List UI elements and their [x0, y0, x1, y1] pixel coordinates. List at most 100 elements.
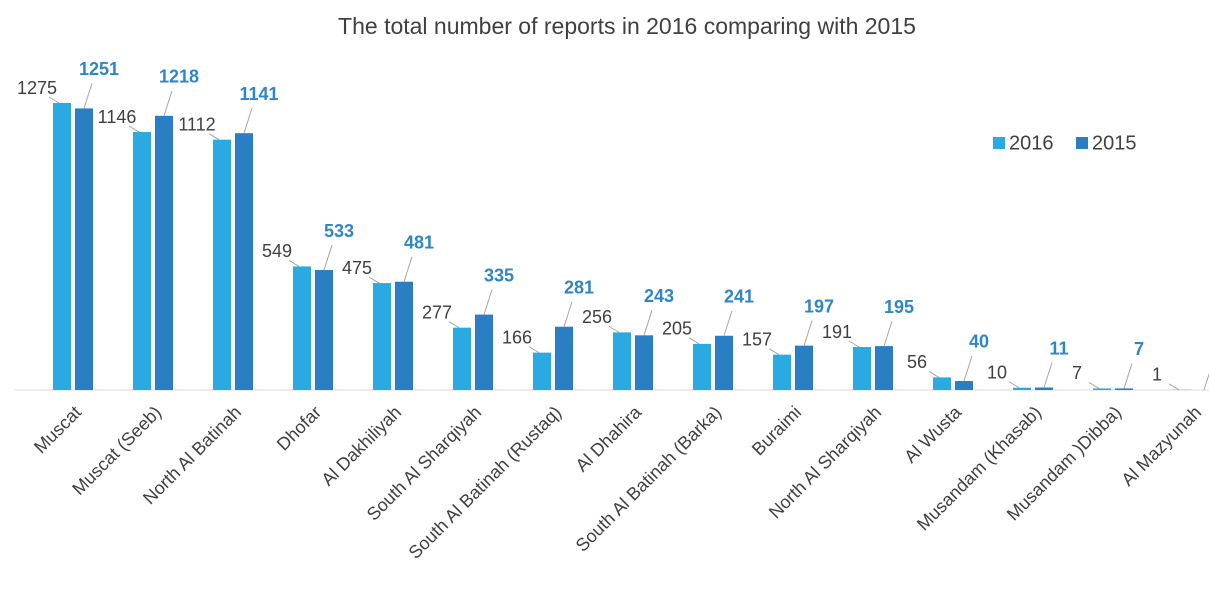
bar — [1013, 388, 1031, 390]
bar — [155, 116, 173, 390]
data-label: 335 — [484, 265, 514, 285]
data-label: 481 — [404, 232, 434, 252]
leader-line — [644, 310, 652, 335]
leader-line — [529, 347, 539, 353]
leader-line — [449, 322, 459, 328]
legend-swatch — [993, 137, 1005, 149]
data-label: 1218 — [159, 67, 199, 87]
leader-line — [484, 290, 492, 315]
leader-line — [164, 91, 172, 116]
leader-line — [1204, 365, 1209, 390]
data-label: 10 — [987, 362, 1007, 382]
data-label: 40 — [969, 332, 989, 352]
leader-line — [849, 341, 859, 347]
bar — [75, 108, 93, 390]
bar — [235, 133, 253, 390]
leader-line — [929, 371, 939, 377]
leader-line — [129, 126, 139, 132]
bar — [853, 347, 871, 390]
x-tick-label: South Al Batinah (Rustaq) — [405, 402, 566, 563]
x-tick-label: Al Dhahira — [572, 401, 646, 475]
data-label: 157 — [742, 329, 772, 349]
chart-title: The total number of reports in 2016 comp… — [338, 13, 916, 39]
data-label: 56 — [907, 352, 927, 372]
x-tick-label: Buraimi — [748, 402, 805, 459]
bar — [715, 336, 733, 390]
bar — [1115, 388, 1133, 390]
leader-line — [1124, 363, 1132, 388]
leader-line — [369, 277, 379, 283]
data-label: 1251 — [79, 59, 119, 79]
leader-line — [1009, 382, 1019, 388]
bar — [395, 282, 413, 390]
bar — [373, 283, 391, 390]
bar — [53, 103, 71, 390]
bar — [533, 353, 551, 390]
leader-line — [84, 83, 92, 108]
leader-line — [609, 326, 619, 332]
data-label: 475 — [342, 258, 372, 278]
x-tick-label: Muscat — [30, 402, 85, 457]
bar — [1035, 388, 1053, 390]
data-label: 241 — [724, 287, 754, 307]
leader-line — [209, 134, 219, 140]
bar — [133, 132, 151, 390]
data-label: 7 — [1072, 363, 1082, 383]
bar — [795, 346, 813, 390]
data-label: 281 — [564, 277, 594, 297]
data-label: 533 — [324, 221, 354, 241]
x-tick-label: Al Wusta — [900, 401, 966, 467]
leader-line — [804, 321, 812, 346]
data-label: 1 — [1152, 365, 1162, 385]
leader-line — [884, 321, 892, 346]
leader-line — [1169, 384, 1179, 390]
legend-swatch — [1076, 137, 1088, 149]
data-label: 243 — [644, 286, 674, 306]
data-label: 11 — [1049, 338, 1068, 358]
data-label: 205 — [662, 319, 692, 339]
data-label: 256 — [582, 307, 612, 327]
leader-line — [964, 356, 972, 381]
leader-line — [724, 311, 732, 336]
data-label: 191 — [822, 322, 852, 342]
bar — [475, 315, 493, 390]
leader-line — [289, 260, 299, 266]
data-label: 1146 — [98, 107, 137, 127]
x-tick-label: Dhofar — [273, 402, 325, 454]
bar — [1093, 388, 1111, 390]
bar — [875, 346, 893, 390]
data-label: 1141 — [239, 84, 278, 104]
data-label: 195 — [884, 297, 914, 317]
bar — [213, 140, 231, 390]
leader-line — [769, 349, 779, 355]
data-label: 7 — [1134, 339, 1144, 359]
data-label: 166 — [502, 327, 532, 347]
legend-label: 2015 — [1092, 132, 1137, 154]
leader-line — [1089, 382, 1099, 388]
leader-line — [404, 257, 412, 282]
x-tick-label: South Al Batinah (Barka) — [572, 402, 726, 556]
data-label: 1275 — [17, 78, 57, 98]
data-label: 277 — [422, 302, 452, 322]
leader-line — [244, 108, 252, 133]
legend-label: 2016 — [1009, 132, 1054, 154]
leader-line — [324, 245, 332, 270]
bar — [773, 355, 791, 390]
bar — [613, 332, 631, 390]
leader-line — [1044, 363, 1052, 388]
data-label: 549 — [262, 241, 292, 261]
bar — [453, 328, 471, 390]
x-tick-label: Al Dakhiliyah — [317, 402, 405, 490]
data-label: 197 — [804, 296, 834, 316]
leader-line — [564, 302, 572, 327]
bar — [293, 266, 311, 390]
bar — [955, 381, 973, 390]
bar — [933, 377, 951, 390]
leader-line — [49, 97, 59, 103]
bar — [635, 335, 653, 390]
data-label: 1112 — [178, 114, 215, 134]
bar — [555, 327, 573, 390]
bar — [693, 344, 711, 390]
